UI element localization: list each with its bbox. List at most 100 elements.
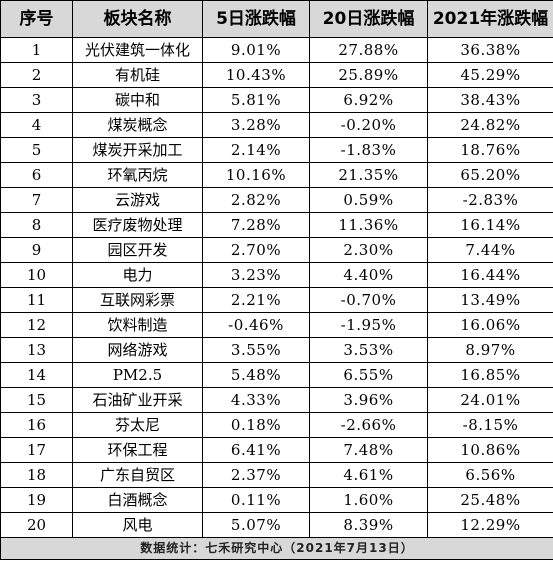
table-body: 1 光伏建筑一体化 9.01% 27.88% 36.38% 2 有机硅 10.43% 25.89… [0,37,553,538]
cell-2021-change: 65.20% [427,162,553,188]
cell-5d-change: 5.07% [202,512,310,538]
header-20d-change: 20日涨跌幅 [309,0,428,38]
cell-sector-name: 石油矿业开采 [72,387,203,413]
cell-5d-change: 3.55% [202,337,310,363]
cell-2021-change: 36.38% [427,37,553,63]
table-row: 3 碳中和 5.81% 6.92% 38.43% [0,87,553,113]
table-row: 2 有机硅 10.43% 25.89% 45.29% [0,62,553,88]
cell-2021-change: -2.83% [427,187,553,213]
table-row: 16 芬太尼 0.18% -2.66% -8.15% [0,412,553,438]
cell-index: 3 [0,87,73,113]
cell-2021-change: -8.15% [427,412,553,438]
cell-5d-change: 4.33% [202,387,310,413]
cell-index: 4 [0,112,73,138]
cell-20d-change: -0.70% [309,287,428,313]
cell-20d-change: 27.88% [309,37,428,63]
cell-index: 1 [0,37,73,63]
header-5d-change: 5日涨跌幅 [202,0,310,38]
cell-sector-name: 风电 [72,512,203,538]
cell-20d-change: -0.20% [309,112,428,138]
cell-5d-change: 2.70% [202,237,310,263]
table-row: 17 环保工程 6.41% 7.48% 10.86% [0,437,553,463]
cell-20d-change: 1.60% [309,487,428,513]
cell-sector-name: 饮料制造 [72,312,203,338]
cell-5d-change: 3.23% [202,262,310,288]
cell-20d-change: 7.48% [309,437,428,463]
header-index: 序号 [0,0,73,38]
cell-sector-name: 有机硅 [72,62,203,88]
cell-index: 20 [0,512,73,538]
table-header: 序号 板块名称 5日涨跌幅 20日涨跌幅 2021年涨跌幅 [0,0,553,38]
cell-5d-change: 6.41% [202,437,310,463]
table-row: 9 园区开发 2.70% 2.30% 7.44% [0,237,553,263]
cell-2021-change: 38.43% [427,87,553,113]
table-row: 14 PM2.5 5.48% 6.55% 16.85% [0,362,553,388]
cell-2021-change: 12.29% [427,512,553,538]
cell-2021-change: 18.76% [427,137,553,163]
cell-index: 19 [0,487,73,513]
table-row: 8 医疗废物处理 7.28% 11.36% 16.14% [0,212,553,238]
cell-5d-change: 9.01% [202,37,310,63]
table-row: 7 云游戏 2.82% 0.59% -2.83% [0,187,553,213]
header-2021-change: 2021年涨跌幅 [427,0,553,38]
cell-2021-change: 8.97% [427,337,553,363]
table-row: 20 风电 5.07% 8.39% 12.29% [0,512,553,538]
cell-index: 11 [0,287,73,313]
cell-20d-change: 2.30% [309,237,428,263]
cell-sector-name: 互联网彩票 [72,287,203,313]
cell-2021-change: 6.56% [427,462,553,488]
cell-5d-change: -0.46% [202,312,310,338]
cell-index: 2 [0,62,73,88]
header-row: 序号 板块名称 5日涨跌幅 20日涨跌幅 2021年涨跌幅 [0,0,553,38]
cell-20d-change: 6.55% [309,362,428,388]
table-row: 5 煤炭开采加工 2.14% -1.83% 18.76% [0,137,553,163]
cell-index: 9 [0,237,73,263]
cell-5d-change: 2.21% [202,287,310,313]
cell-sector-name: 环保工程 [72,437,203,463]
cell-index: 10 [0,262,73,288]
cell-20d-change: 4.61% [309,462,428,488]
table-row: 6 环氧丙烷 10.16% 21.35% 65.20% [0,162,553,188]
cell-5d-change: 10.16% [202,162,310,188]
cell-5d-change: 7.28% [202,212,310,238]
cell-5d-change: 3.28% [202,112,310,138]
cell-5d-change: 0.11% [202,487,310,513]
cell-2021-change: 13.49% [427,287,553,313]
cell-2021-change: 25.48% [427,487,553,513]
cell-2021-change: 24.82% [427,112,553,138]
cell-20d-change: -1.95% [309,312,428,338]
table-row: 18 广东自贸区 2.37% 4.61% 6.56% [0,462,553,488]
cell-sector-name: 园区开发 [72,237,203,263]
cell-sector-name: 白酒概念 [72,487,203,513]
cell-5d-change: 2.37% [202,462,310,488]
footer-row: 数据统计：七禾研究中心（2021年7月13日） [0,537,553,560]
cell-sector-name: 云游戏 [72,187,203,213]
cell-sector-name: 碳中和 [72,87,203,113]
cell-2021-change: 10.86% [427,437,553,463]
cell-sector-name: 电力 [72,262,203,288]
table-row: 15 石油矿业开采 4.33% 3.96% 24.01% [0,387,553,413]
table-footer: 数据统计：七禾研究中心（2021年7月13日） [0,537,553,560]
header-sector-name: 板块名称 [72,0,203,38]
cell-sector-name: 光伏建筑一体化 [72,37,203,63]
cell-sector-name: 煤炭概念 [72,112,203,138]
cell-index: 15 [0,387,73,413]
cell-index: 7 [0,187,73,213]
cell-index: 16 [0,412,73,438]
cell-2021-change: 16.44% [427,262,553,288]
cell-sector-name: 煤炭开采加工 [72,137,203,163]
cell-20d-change: 3.96% [309,387,428,413]
table-row: 13 网络游戏 3.55% 3.53% 8.97% [0,337,553,363]
cell-sector-name: 芬太尼 [72,412,203,438]
cell-20d-change: -1.83% [309,137,428,163]
table-row: 1 光伏建筑一体化 9.01% 27.88% 36.38% [0,37,553,63]
cell-index: 17 [0,437,73,463]
cell-2021-change: 16.85% [427,362,553,388]
cell-sector-name: 广东自贸区 [72,462,203,488]
table-row: 11 互联网彩票 2.21% -0.70% 13.49% [0,287,553,313]
cell-sector-name: 医疗废物处理 [72,212,203,238]
cell-5d-change: 2.14% [202,137,310,163]
cell-20d-change: 6.92% [309,87,428,113]
table-row: 12 饮料制造 -0.46% -1.95% 16.06% [0,312,553,338]
